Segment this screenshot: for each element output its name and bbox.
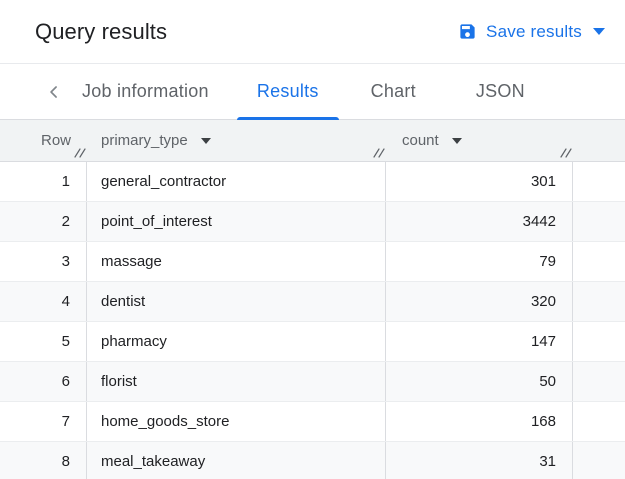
- count-cell: 50: [386, 362, 573, 401]
- row-number-cell: 1: [0, 162, 87, 201]
- table-row: 1 general_contractor 301: [0, 162, 625, 202]
- count-cell: 3442: [386, 202, 573, 241]
- primary-type-cell: dentist: [87, 282, 386, 321]
- table-row: 5 pharmacy 147: [0, 322, 625, 362]
- count-cell: 79: [386, 242, 573, 281]
- tab-chart[interactable]: Chart: [371, 64, 416, 119]
- row-number-cell: 2: [0, 202, 87, 241]
- page-title: Query results: [35, 18, 168, 44]
- filler-cell: [573, 202, 625, 241]
- column-header-count-label: count: [402, 132, 439, 149]
- primary-type-cell: pharmacy: [87, 322, 386, 361]
- filler-cell: [573, 322, 625, 361]
- primary-type-cell: general_contractor: [87, 162, 386, 201]
- filler-cell: [573, 442, 625, 479]
- tab-json-label: JSON: [475, 81, 525, 101]
- column-header-primary-type-label: primary_type: [101, 132, 188, 149]
- save-dropdown-caret-icon: [593, 28, 605, 35]
- primary-type-cell: florist: [87, 362, 386, 401]
- column-header-count: count: [386, 120, 573, 161]
- column-header-primary-type: primary_type: [87, 120, 386, 161]
- filler-cell: [573, 282, 625, 321]
- table-header-row: Row primary_type: [0, 120, 625, 162]
- row-number-cell: 3: [0, 242, 87, 281]
- save-results-button[interactable]: Save results: [456, 18, 607, 46]
- save-results-label: Save results: [486, 21, 582, 41]
- column-resize-handle[interactable]: [373, 145, 385, 158]
- results-tab-bar: Job information Results Chart JSON: [0, 64, 625, 120]
- filler-cell: [573, 242, 625, 281]
- table-row: 4 dentist 320: [0, 282, 625, 322]
- row-number-cell: 4: [0, 282, 87, 321]
- filler-cell: [573, 162, 625, 201]
- table-row: 7 home_goods_store 168: [0, 402, 625, 442]
- table-row: 6 florist 50: [0, 362, 625, 402]
- column-header-row-label: Row: [40, 132, 71, 149]
- tab-json[interactable]: JSON: [476, 64, 525, 119]
- tab-results[interactable]: Results: [236, 64, 339, 120]
- table-row: 8 meal_takeaway 31: [0, 442, 625, 479]
- filler-cell: [573, 362, 625, 401]
- tab-results-label: Results: [256, 81, 319, 101]
- results-table: Row primary_type: [0, 120, 625, 479]
- row-number-cell: 7: [0, 402, 87, 441]
- primary-type-cell: massage: [87, 242, 386, 281]
- save-icon: [458, 22, 477, 41]
- table-row: 2 point_of_interest 3442: [0, 202, 625, 242]
- count-cell: 147: [386, 322, 573, 361]
- primary-type-dropdown-icon[interactable]: [200, 137, 211, 144]
- count-cell: 168: [386, 402, 573, 441]
- count-cell: 320: [386, 282, 573, 321]
- column-resize-handle[interactable]: [74, 145, 86, 158]
- primary-type-cell: home_goods_store: [87, 402, 386, 441]
- row-number-cell: 5: [0, 322, 87, 361]
- column-header-row: Row: [0, 120, 87, 161]
- count-cell: 301: [386, 162, 573, 201]
- primary-type-cell: point_of_interest: [87, 202, 386, 241]
- table-row: 3 massage 79: [0, 242, 625, 282]
- back-chevron-button[interactable]: [43, 80, 65, 104]
- page-header: Query results Save results: [0, 0, 625, 64]
- count-cell: 31: [386, 442, 573, 479]
- count-dropdown-icon[interactable]: [451, 137, 462, 144]
- row-number-cell: 8: [0, 442, 87, 479]
- column-header-filler: [573, 120, 625, 161]
- tab-chart-label: Chart: [370, 81, 416, 101]
- tab-job-information-label: Job information: [82, 81, 209, 101]
- column-resize-handle[interactable]: [560, 145, 572, 158]
- tab-job-information[interactable]: Job information: [82, 64, 209, 119]
- chevron-left-icon: [44, 82, 64, 102]
- primary-type-cell: meal_takeaway: [87, 442, 386, 479]
- filler-cell: [573, 402, 625, 441]
- row-number-cell: 6: [0, 362, 87, 401]
